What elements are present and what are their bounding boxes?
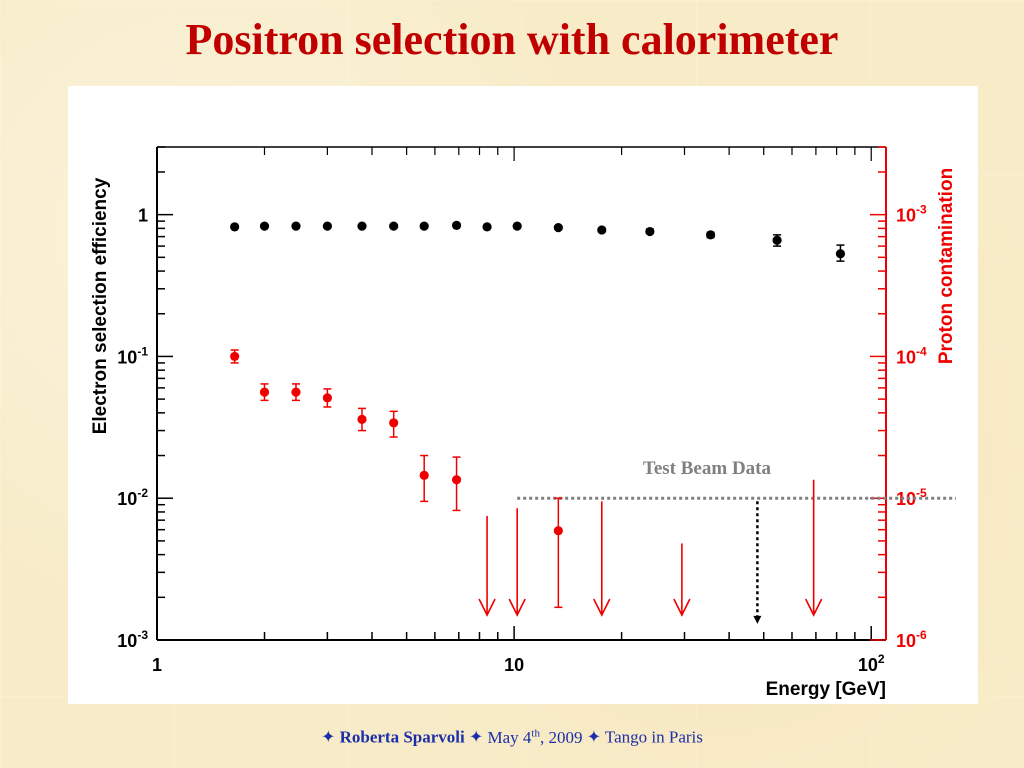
data-point [230, 351, 240, 362]
upper-limits [478, 479, 823, 617]
footer-separator: ✦ [468, 727, 484, 747]
y-left-tick-label: 10-2 [117, 486, 148, 509]
data-point [259, 221, 270, 231]
data-point [553, 223, 563, 233]
data-point [259, 387, 270, 397]
upper-limit-arrowhead [593, 598, 611, 617]
data-point [451, 220, 462, 230]
footer-author: Roberta Sparvoli [339, 727, 465, 747]
data-point [706, 230, 716, 240]
upper-limit-arrowhead [804, 598, 823, 617]
chart-svg: 1 10 102 1 10-1 10-2 10-3 10-3 10-4 10-5 10-6 Test… [90, 146, 957, 700]
data-point [772, 235, 782, 245]
test-beam-arrowhead [753, 615, 762, 624]
data-point [230, 222, 240, 232]
slide-title: Positron selection with calorimeter [185, 15, 839, 64]
data-point [357, 221, 367, 231]
data-point [389, 221, 399, 231]
footer-separator: ✦ [321, 727, 336, 747]
x-tick-label: 10 [504, 655, 524, 675]
upper-limit-arrowhead [508, 598, 526, 617]
data-point [322, 393, 332, 403]
data-point [419, 221, 429, 231]
upper-limit-arrowhead [478, 598, 496, 617]
data-point [322, 221, 332, 231]
data-point [835, 249, 846, 259]
footer-separator: ✦ [586, 727, 601, 747]
data-point [419, 470, 429, 480]
y-left-axis-label: Electron selection efficiency [90, 177, 111, 434]
y-right-axis-label: Proton contamination [936, 168, 957, 364]
plot-frame [156, 146, 887, 641]
data-point [357, 414, 367, 424]
x-tick-label: 102 [858, 652, 885, 675]
data-point [291, 221, 301, 231]
data-point [553, 526, 563, 536]
data-point [645, 226, 655, 237]
reference-line-group [517, 496, 956, 624]
data-point [451, 475, 462, 485]
x-axis-label: Energy [GeV] [766, 679, 886, 700]
upper-limit-arrowhead [673, 598, 691, 617]
axis-ticks [156, 146, 886, 641]
electron-efficiency-series [230, 220, 846, 262]
y-right-tick-label: 10-4 [896, 344, 927, 367]
footer-date: May 4th, 2009 [487, 727, 583, 747]
tick-labels: 1 10 102 1 10-1 10-2 10-3 10-3 10-4 10-5 10-6 [117, 203, 927, 675]
footer-event: Tango in Paris [604, 727, 703, 747]
y-right-tick-label: 10-3 [896, 203, 927, 226]
y-left-tick-label: 10-1 [117, 344, 148, 367]
chart-panel: 1 10 102 1 10-1 10-2 10-3 10-3 10-4 10-5 10-6 Test… [68, 86, 978, 704]
y-right-tick-label: 10-6 [896, 628, 927, 651]
data-point [389, 418, 399, 428]
slide-footer: ✦ Roberta Sparvoli ✦ May 4th, 2009 ✦ Tan… [0, 727, 1024, 748]
y-left-tick-label: 1 [138, 206, 148, 226]
y-left-tick-label: 10-3 [117, 628, 148, 651]
data-point [291, 387, 301, 397]
data-point [597, 225, 607, 235]
data-point [512, 221, 522, 231]
data-point [482, 222, 492, 232]
reference-label: Test Beam Data [643, 458, 772, 479]
x-tick-label: 1 [152, 655, 162, 675]
proton-contamination-series [230, 349, 563, 609]
y-right-tick-label: 10-5 [896, 486, 927, 509]
